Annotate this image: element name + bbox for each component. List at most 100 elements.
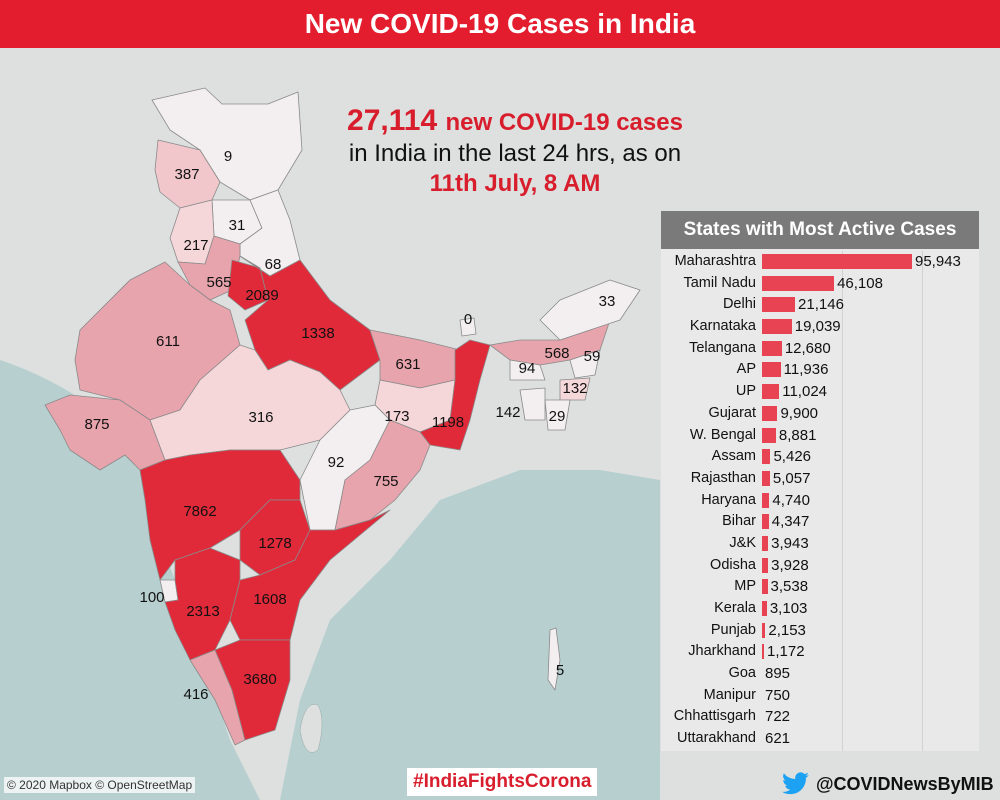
map-label-himachal: 31 bbox=[229, 217, 246, 234]
panel-row-state: Jharkhand bbox=[688, 643, 756, 660]
map-label-jammu-kashmir: 387 bbox=[174, 166, 199, 183]
panel-row-bar bbox=[762, 384, 780, 400]
region-sikkim[interactable] bbox=[459, 317, 477, 337]
panel-row: Telangana 12,680 bbox=[661, 338, 979, 360]
panel-row-state: Goa bbox=[728, 665, 756, 682]
map-label-madhya-pradesh: 316 bbox=[248, 409, 273, 426]
panel-row: Jharkhand 1,172 bbox=[661, 641, 979, 663]
panel-row: MP 3,538 bbox=[661, 576, 979, 598]
panel-row-value: 4,347 bbox=[771, 513, 810, 531]
region-ladakh[interactable] bbox=[151, 87, 303, 201]
map-label-kerala: 416 bbox=[183, 686, 208, 703]
region-meghalaya[interactable] bbox=[509, 359, 546, 381]
panel-row-state: Punjab bbox=[710, 621, 756, 638]
map-label-jharkhand: 173 bbox=[384, 408, 409, 425]
panel-row-bar bbox=[762, 254, 912, 269]
panel-row-value: 21,146 bbox=[798, 296, 844, 314]
panel-rows: Maharashtra 95,943 Tamil Nadu 46,108 Delhi 21… bbox=[661, 251, 979, 750]
panel-row: Kerala 3,103 bbox=[661, 598, 979, 620]
panel-row-state: Gujarat bbox=[708, 404, 756, 421]
map-label-punjab: 217 bbox=[183, 237, 208, 254]
panel-row-state: Manipur bbox=[703, 686, 756, 703]
headline: 27,114 new COVID-19 cases in India in th… bbox=[290, 104, 740, 198]
panel-row-value: 4,740 bbox=[772, 491, 810, 509]
headline-line1: 27,114 new COVID-19 cases bbox=[290, 104, 740, 138]
panel-row-bar bbox=[762, 470, 770, 486]
map-labels: 9 387 31 217 68 565 2089 611 1338 631 0 … bbox=[84, 148, 615, 703]
map-label-goa: 100 bbox=[139, 589, 164, 606]
panel-row-state: Karnataka bbox=[689, 318, 756, 335]
panel-row-bar bbox=[762, 275, 835, 291]
map-label-tripura: 142 bbox=[495, 404, 520, 421]
map-attribution[interactable]: © 2020 Mapbox © OpenStreetMap bbox=[4, 777, 196, 793]
twitter-handle-text: @COVIDNewsByMIB bbox=[816, 773, 994, 794]
panel-row-state: Odisha bbox=[710, 556, 756, 573]
panel-row-value: 750 bbox=[765, 686, 791, 704]
panel-row: Delhi 21,146 bbox=[661, 294, 979, 316]
panel-row-state: AP bbox=[736, 361, 756, 378]
panel-row-state: Delhi bbox=[722, 296, 756, 313]
panel-row-value: 8,881 bbox=[778, 426, 817, 444]
panel-row-state: Kerala bbox=[714, 600, 756, 616]
panel-row-state: Uttarakhand bbox=[677, 730, 756, 747]
map-label-west-bengal: 1198 bbox=[432, 414, 464, 431]
panel-row-state: Bihar bbox=[722, 513, 756, 530]
panel-row-bar bbox=[762, 579, 768, 595]
panel-row: Assam 5,426 bbox=[661, 446, 979, 468]
map-label-meghalaya: 94 bbox=[519, 360, 536, 377]
sri-lanka bbox=[299, 704, 323, 753]
map-label-mizoram: 29 bbox=[549, 408, 566, 425]
panel-row-bar bbox=[762, 427, 776, 443]
panel-row-value: 11,024 bbox=[782, 383, 827, 401]
panel-row-bar bbox=[762, 644, 764, 660]
panel-row-value: 3,538 bbox=[770, 578, 809, 596]
region-mizoram[interactable] bbox=[544, 399, 571, 431]
panel-row-value: 5,426 bbox=[773, 448, 812, 466]
active-cases-panel: States with Most Active Cases Maharashtr… bbox=[661, 211, 979, 751]
region-tripura[interactable] bbox=[519, 387, 546, 421]
map-label-nagaland: 59 bbox=[584, 348, 601, 365]
region-arunachal[interactable] bbox=[539, 279, 641, 341]
region-andaman[interactable] bbox=[547, 627, 561, 691]
panel-row: Manipur 750 bbox=[661, 685, 979, 707]
panel-row-value: 3,928 bbox=[771, 556, 809, 574]
panel-row-value: 2,153 bbox=[768, 621, 806, 639]
region-west-bengal[interactable] bbox=[419, 339, 491, 451]
panel-row-state: Chhattisgarh bbox=[673, 708, 756, 725]
region-tamil-nadu[interactable] bbox=[214, 639, 291, 741]
panel-row-state: Haryana bbox=[701, 491, 756, 508]
panel-row-value: 5,057 bbox=[772, 469, 811, 487]
panel-row-bar bbox=[762, 535, 769, 551]
panel-gridline bbox=[922, 251, 923, 751]
panel-row-value: 621 bbox=[765, 730, 791, 748]
map-label-ladakh: 9 bbox=[224, 148, 232, 165]
panel-row-value: 3,103 bbox=[769, 600, 808, 617]
panel-row: Tamil Nadu 46,108 bbox=[661, 273, 979, 295]
arabian-sea bbox=[0, 360, 260, 800]
map-label-karnataka: 2313 bbox=[186, 603, 219, 620]
panel-row-bar bbox=[762, 557, 769, 573]
panel-row-value: 46,108 bbox=[837, 274, 883, 292]
map-label-andaman: 5 bbox=[556, 662, 564, 679]
region-nagaland[interactable] bbox=[569, 349, 601, 379]
map-label-tamil-nadu: 3680 bbox=[243, 671, 276, 688]
panel-row-value: 9,900 bbox=[780, 404, 819, 422]
map-label-bihar: 631 bbox=[395, 356, 420, 373]
panel-row: Bihar 4,347 bbox=[661, 511, 979, 533]
map-label-uttar-pradesh: 1338 bbox=[301, 325, 334, 342]
panel-row-state: W. Bengal bbox=[689, 426, 756, 443]
panel-row-bar bbox=[762, 362, 781, 378]
panel-row-bar bbox=[762, 601, 767, 616]
panel-row: Odisha 3,928 bbox=[661, 555, 979, 577]
headline-count: 27,114 bbox=[347, 104, 438, 137]
map-label-assam: 568 bbox=[544, 345, 569, 362]
page-title: New COVID-19 Cases in India bbox=[0, 0, 1000, 48]
region-manipur[interactable] bbox=[559, 377, 591, 401]
map-label-manipur: 132 bbox=[562, 380, 587, 397]
map-label-delhi: 2089 bbox=[245, 287, 278, 304]
panel-row: Maharashtra 95,943 bbox=[661, 251, 979, 273]
panel-row-state: Rajasthan bbox=[690, 469, 756, 486]
headline-date: 11th July, 8 AM bbox=[429, 170, 601, 197]
panel-row: UP 11,024 bbox=[661, 381, 979, 403]
panel-row: W. Bengal 8,881 bbox=[661, 425, 979, 447]
